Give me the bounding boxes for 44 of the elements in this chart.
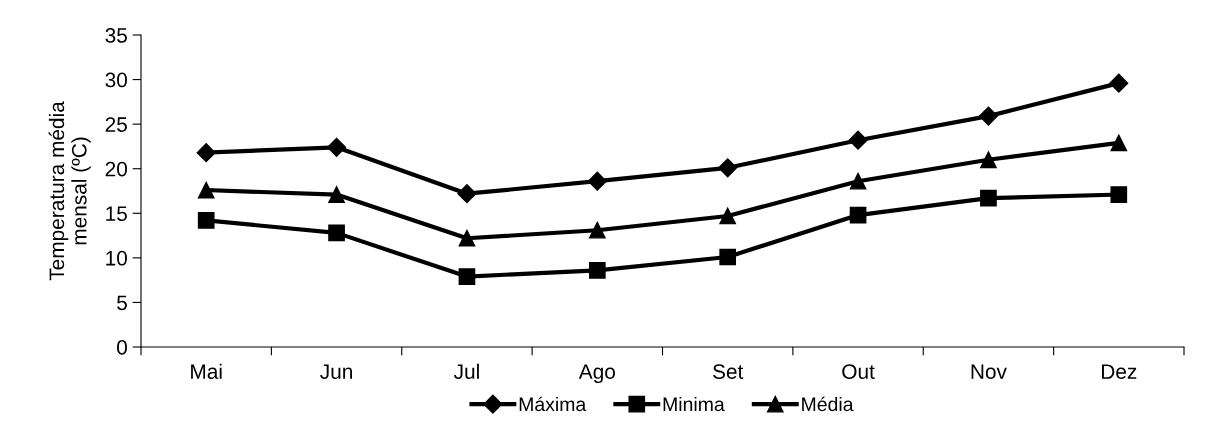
y-tick-label: 15 [106,206,127,222]
point [197,181,215,199]
x-tick-label: Jul [453,363,479,379]
point [587,171,607,191]
point [327,137,347,157]
point [1110,134,1128,152]
y-tick-label: 0 [117,340,127,355]
x-tick-label: Set [713,364,744,379]
point [1109,73,1129,93]
x-tick-label: Ago [578,364,615,384]
x-tick-label: Jun [320,364,353,379]
point [849,206,867,224]
x-tick-label: Nov [971,364,1007,379]
y-tick-label: 30 [105,72,127,88]
y-tick-label: 10 [106,250,127,266]
point [978,106,998,126]
x-tick-label: Out [842,364,875,379]
point [458,268,476,285]
point [718,158,738,178]
legend-label: Máxima [519,396,587,412]
point [328,224,345,242]
point [980,151,997,169]
point [849,172,867,190]
y-tick-label: 20 [105,161,127,177]
point [458,229,476,247]
point [848,130,868,150]
y-tick-label: 25 [105,117,127,132]
y-tick-label: 35 [105,28,127,43]
point [197,212,215,229]
point [588,221,606,239]
point [588,262,606,279]
point [328,186,345,203]
point [1110,186,1128,203]
point [457,184,477,204]
legend-label: Minima [663,396,725,412]
point [719,207,737,225]
y-axis-title: Temperatura média mensal (ºC) [48,101,91,281]
x-tick-label: Dez [1102,364,1137,379]
legend-label: Média [802,396,854,412]
point [719,248,737,266]
x-tick-label: Mai [191,363,222,379]
y-tick-label: 5 [117,295,127,311]
point [980,189,997,207]
point [196,143,216,163]
